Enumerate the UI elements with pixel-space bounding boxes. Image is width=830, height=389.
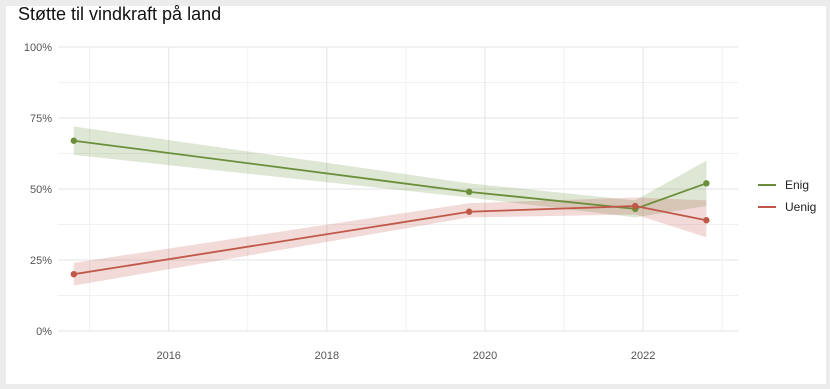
grid	[58, 46, 738, 332]
y-tick-label: 25%	[30, 255, 52, 267]
chart-panel	[6, 6, 826, 384]
data-point-uenig	[632, 202, 639, 210]
y-tick-label: 100%	[24, 42, 52, 54]
x-tick-label: 2016	[156, 350, 180, 362]
series-lines	[73, 139, 707, 276]
y-axis-ticks: 0% 25% 50% 75% 100%	[24, 42, 52, 338]
series-points	[70, 137, 710, 278]
x-axis-ticks: 2016 2018 2020 2022	[156, 350, 655, 362]
data-point-enig	[465, 188, 473, 196]
data-point-enig	[703, 180, 710, 187]
x-tick-label: 2020	[473, 350, 497, 362]
confidence-band-enig	[73, 126, 707, 218]
series-line-enig	[73, 139, 707, 210]
y-tick-label: 75%	[30, 113, 52, 125]
data-point-uenig	[465, 208, 473, 215]
data-point-uenig	[703, 217, 710, 224]
legend: Enig Uenig	[758, 178, 816, 214]
x-tick-label: 2018	[315, 350, 339, 362]
y-tick-label: 50%	[30, 184, 52, 196]
x-tick-label: 2022	[631, 350, 655, 362]
series-line-uenig	[73, 205, 707, 276]
legend-label-uenig: Uenig	[785, 200, 816, 214]
legend-label-enig: Enig	[785, 178, 809, 192]
data-point-enig	[70, 137, 78, 144]
data-point-uenig	[70, 271, 78, 278]
chart-title: Støtte til vindkraft på land	[18, 4, 222, 24]
y-tick-label: 0%	[36, 326, 52, 338]
